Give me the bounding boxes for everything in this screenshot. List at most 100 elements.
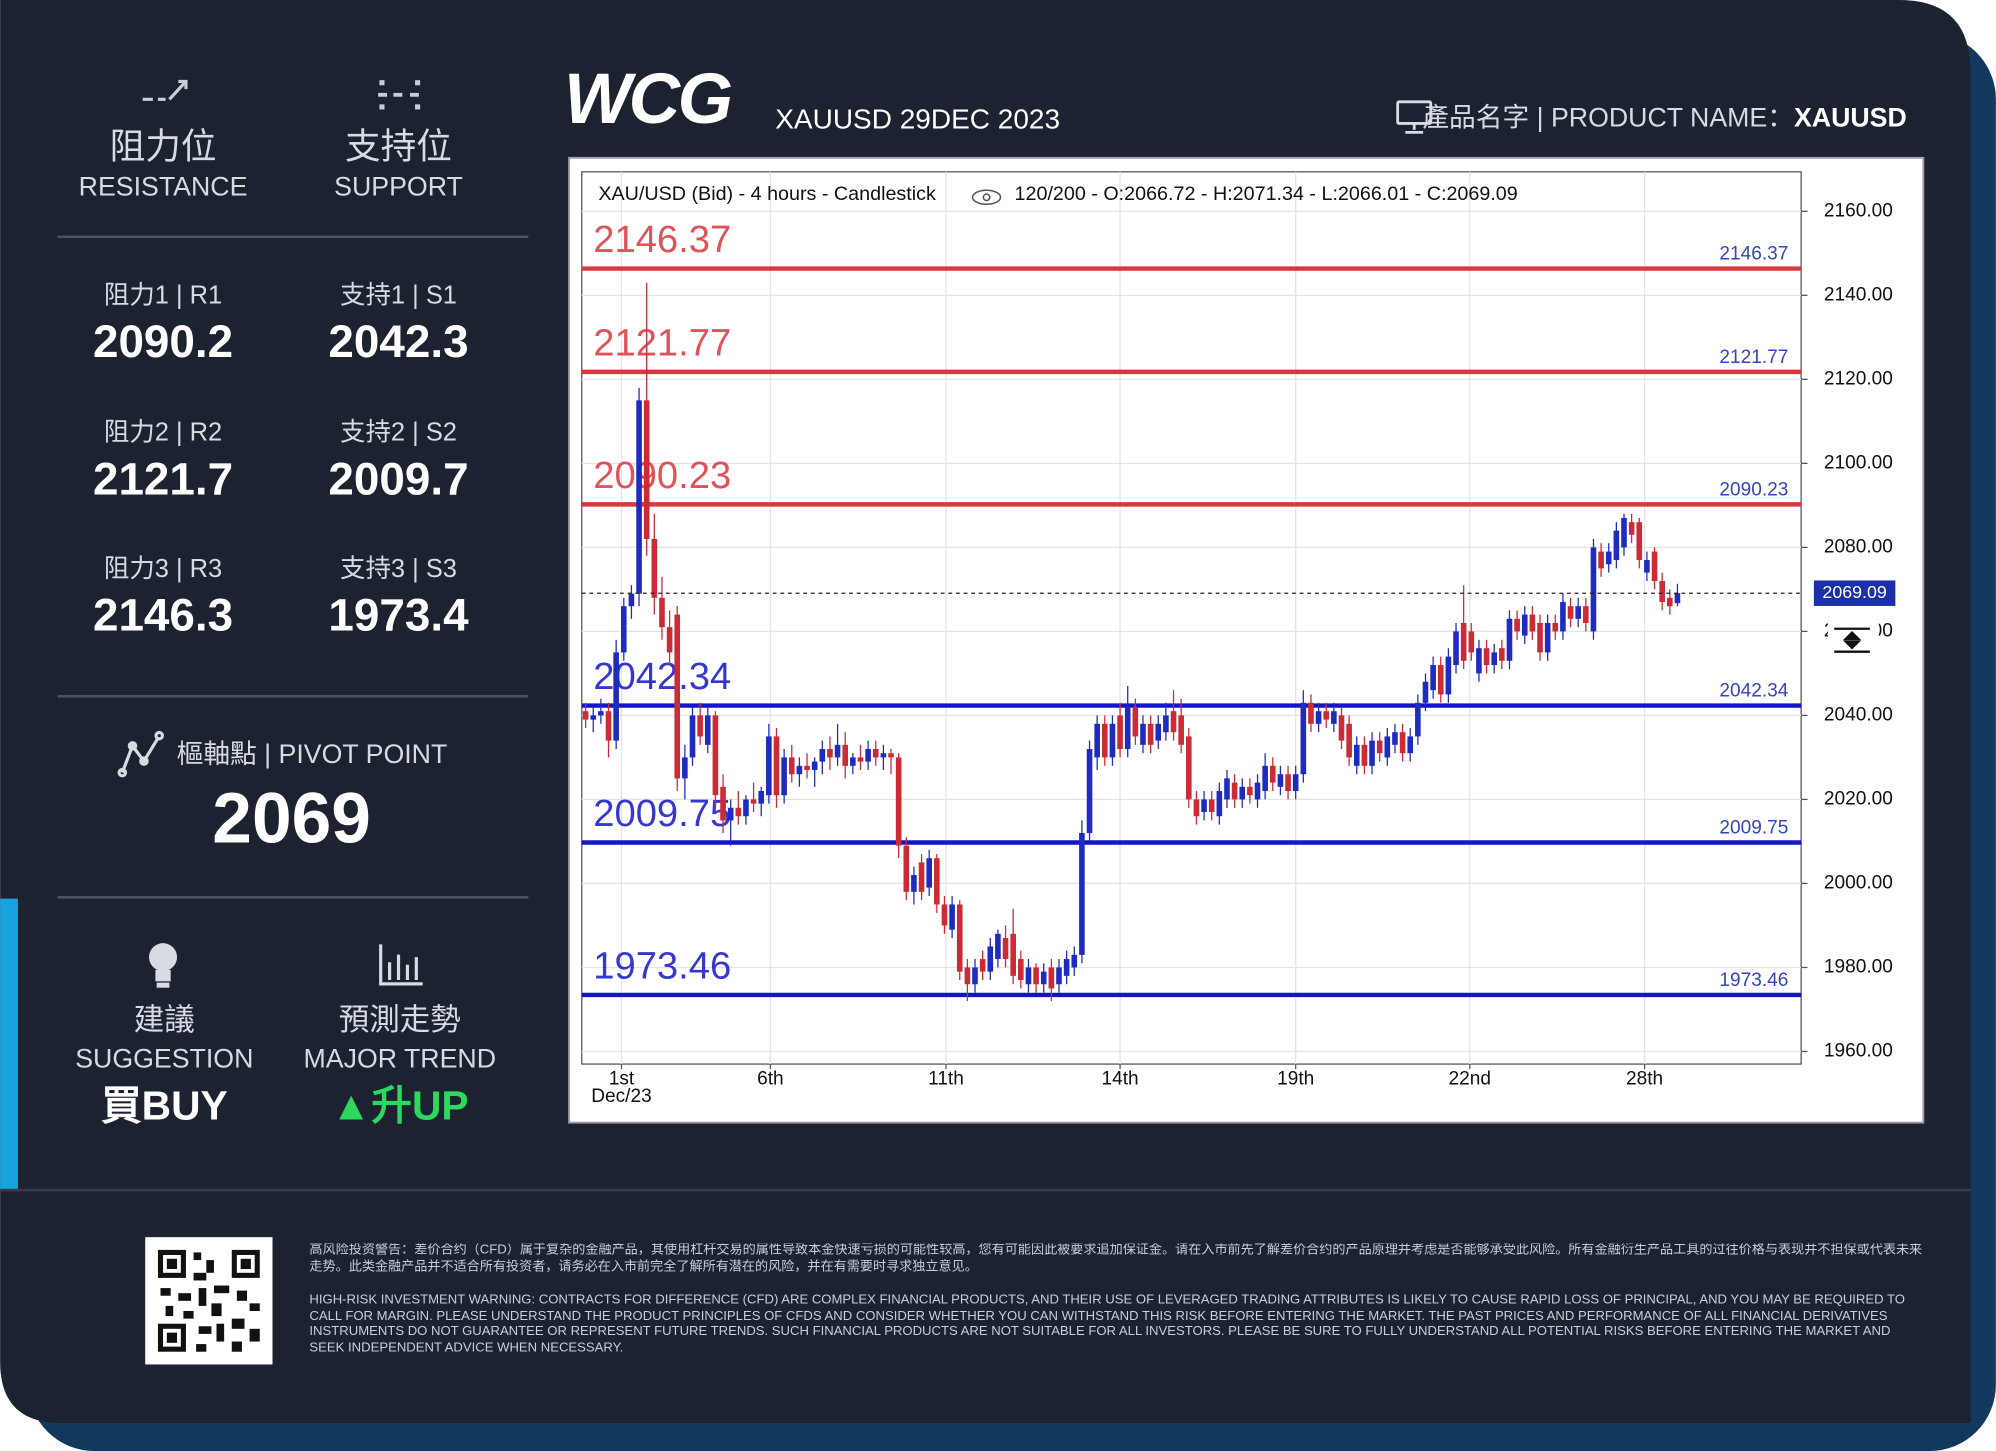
resistance-label: 阻力1 | R1 (104, 281, 222, 309)
candle-body (1529, 614, 1536, 632)
candle-body (903, 845, 910, 892)
warning-zh: 高风险投资警告：差价合约（CFD）属于复杂的金融产品，其使用杠杆交易的属性导致本… (309, 1243, 1923, 1274)
candle-body (704, 715, 711, 745)
candle-body (1323, 711, 1330, 720)
resistance-value: 2090.2 (93, 316, 233, 367)
candle-body (1002, 938, 1009, 960)
candle-body (1590, 547, 1597, 632)
support-value: 2009.7 (328, 454, 468, 505)
support-icon (378, 80, 421, 110)
logo: WCG (564, 59, 732, 139)
candle-body (659, 597, 665, 628)
bulb-icon (149, 943, 178, 988)
candle-body (842, 744, 849, 766)
level-axis-label: 2009.75 (1719, 818, 1788, 839)
candle-body (1040, 971, 1047, 985)
level-label: 2146.37 (593, 218, 731, 261)
candle-body (796, 765, 803, 775)
support-label: 支持2 | S2 (340, 419, 457, 447)
candle-body (1147, 723, 1154, 745)
x-tick-label: 14th (1102, 1068, 1139, 1089)
candle-body (689, 715, 696, 758)
candle-body (811, 761, 818, 771)
x-tick-label: 11th (928, 1068, 964, 1089)
product-name: 產品名字 | PRODUCT NAME：XAUUSD (1422, 103, 1906, 133)
candle-body (1636, 522, 1643, 560)
candle-body (949, 904, 955, 930)
candle-body (636, 400, 642, 594)
candle-body (1269, 765, 1276, 783)
candle-body (1254, 782, 1261, 800)
candle-body (1628, 522, 1635, 535)
support-label: 支持3 | S3 (340, 555, 457, 583)
candle-body (1674, 593, 1681, 604)
candle-body (964, 967, 971, 985)
candle-body (1460, 622, 1467, 661)
candle-body (1033, 967, 1039, 985)
candle-body (1086, 749, 1093, 834)
candle-body (1483, 648, 1490, 665)
x-tick-label: 1st (609, 1068, 635, 1089)
qr-pattern (157, 1249, 260, 1352)
candle-body (872, 749, 879, 758)
candle-body (1415, 702, 1421, 737)
candle-body (880, 753, 887, 758)
y-tick-label: 2080.00 (1824, 536, 1893, 557)
candle-body (1537, 622, 1543, 653)
pivot-label: 樞軸點 | PIVOT POINT (177, 739, 448, 769)
candle-body (666, 627, 673, 653)
candle-body (1094, 723, 1100, 758)
candle-body (926, 858, 932, 888)
last-price-label: 2069.09 (1822, 582, 1886, 602)
candle-body (1430, 664, 1436, 691)
candle-body (1560, 601, 1566, 632)
candle-body (1140, 723, 1146, 745)
y-tick-label: 2020.00 (1824, 788, 1893, 809)
candle-body (979, 959, 986, 972)
candle-body (735, 807, 742, 817)
y-tick-label: 2040.00 (1824, 704, 1893, 725)
candle-body (1583, 606, 1589, 623)
candle-body (1575, 606, 1581, 619)
candle-body (1491, 652, 1498, 665)
candle-body (1132, 707, 1139, 737)
candle-body (995, 933, 1001, 960)
candle-body (788, 757, 795, 775)
candle-body (1644, 559, 1650, 573)
candle-body (857, 757, 864, 762)
x-tick-label: 28th (1626, 1068, 1663, 1089)
trend-icon (379, 944, 423, 986)
candle-body (1331, 711, 1337, 724)
resistance-value: 2121.7 (93, 454, 233, 505)
product-label: 產品名字 | PRODUCT NAME： (1422, 103, 1794, 133)
candle-body (1018, 959, 1024, 981)
y-tick-label: 1960.00 (1824, 1041, 1893, 1062)
level-label: 2121.77 (593, 321, 731, 364)
resistance-label: 阻力3 | R3 (104, 555, 222, 583)
candle-body (766, 736, 772, 796)
candle-body (605, 711, 612, 741)
candle-body (888, 753, 894, 758)
candle-body (1262, 765, 1268, 792)
support-value: 1973.4 (328, 590, 469, 641)
product-value: XAUUSD (1794, 103, 1907, 133)
candle-body (697, 715, 703, 737)
candle-body (918, 862, 925, 892)
pivot-icon (117, 730, 164, 778)
trend-title-zh: 預測走勢 (339, 1003, 461, 1037)
resistance-title-zh: 阻力位 (110, 126, 217, 166)
candle-body (941, 904, 948, 926)
candle-body (1208, 799, 1215, 813)
candle-body (1163, 715, 1169, 733)
y-tick-label: 2100.00 (1824, 452, 1893, 473)
x-period-label: Dec/23 (591, 1086, 651, 1107)
suggestion-title-en: SUGGESTION (75, 1043, 253, 1073)
candle-body (1292, 774, 1299, 792)
candle-body (773, 736, 780, 796)
x-tick-label: 19th (1277, 1068, 1314, 1089)
candle-body (1369, 740, 1375, 766)
y-tick-label: 1980.00 (1824, 956, 1893, 977)
candle-body (720, 786, 726, 821)
candle-body (865, 749, 871, 762)
candle-body (1445, 656, 1452, 695)
